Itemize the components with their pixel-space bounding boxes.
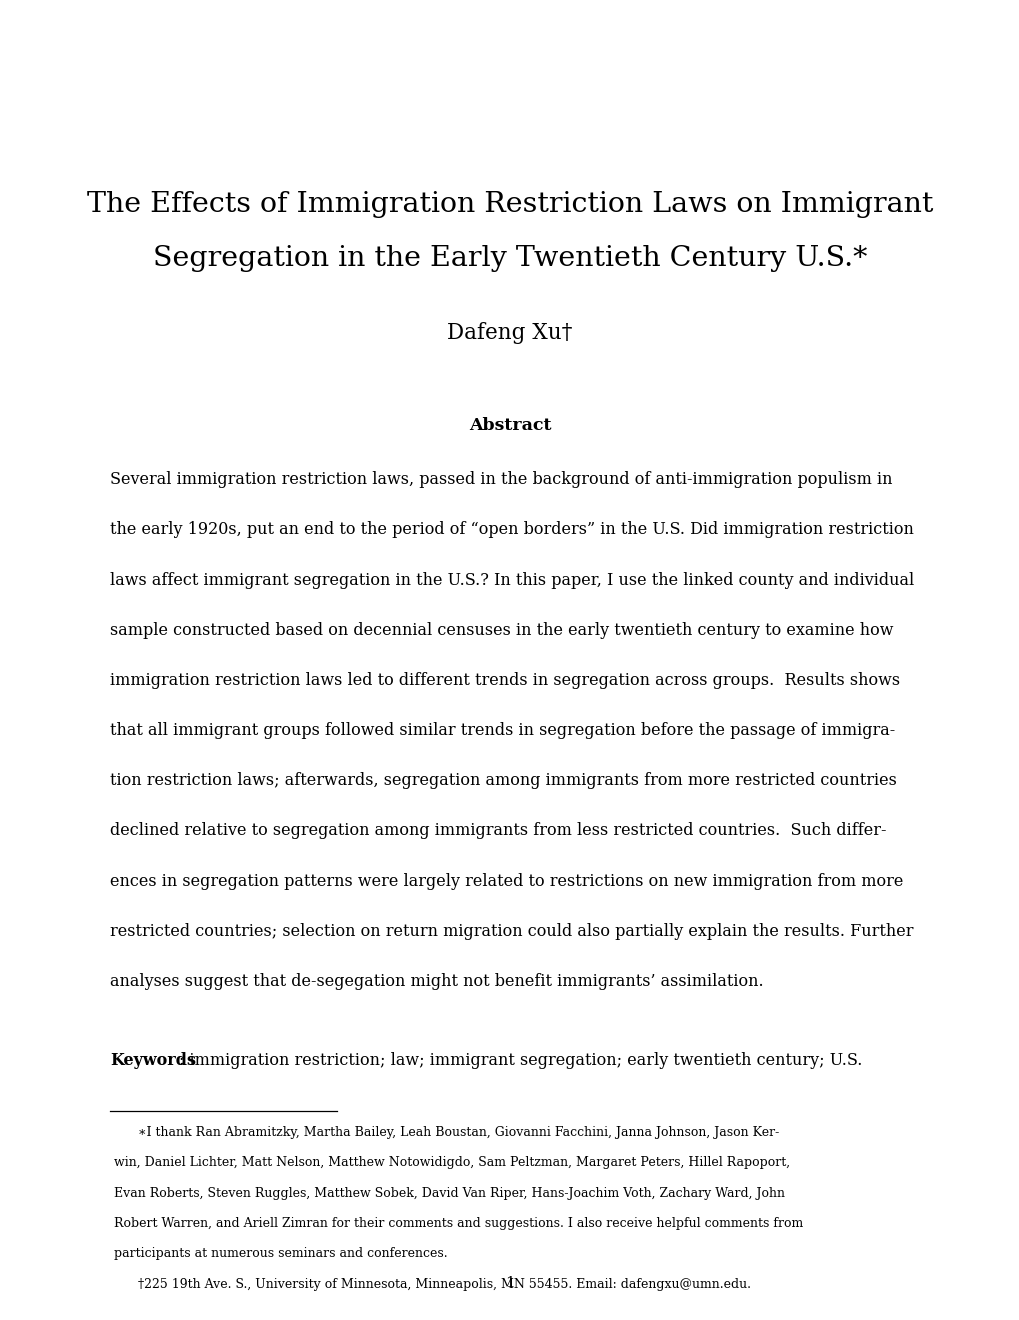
Text: restricted countries; selection on return migration could also partially explain: restricted countries; selection on retur… (110, 923, 913, 940)
Text: analyses suggest that de-segegation might not benefit immigrants’ assimilation.: analyses suggest that de-segegation migh… (110, 973, 763, 990)
Text: declined relative to segregation among immigrants from less restricted countries: declined relative to segregation among i… (110, 822, 886, 840)
Text: that all immigrant groups followed similar trends in segregation before the pass: that all immigrant groups followed simil… (110, 722, 895, 739)
Text: †225 19th Ave. S., University of Minnesota, Minneapolis, MN 55455. Email: dafeng: †225 19th Ave. S., University of Minneso… (138, 1278, 750, 1291)
Text: ∗I thank Ran Abramitzky, Martha Bailey, Leah Boustan, Giovanni Facchini, Janna J: ∗I thank Ran Abramitzky, Martha Bailey, … (138, 1126, 779, 1139)
Text: immigration restriction laws led to different trends in segregation across group: immigration restriction laws led to diff… (110, 672, 899, 689)
Text: Robert Warren, and Ariell Zimran for their comments and suggestions. I also rece: Robert Warren, and Ariell Zimran for the… (114, 1217, 803, 1230)
Text: The Effects of Immigration Restriction Laws on Immigrant: The Effects of Immigration Restriction L… (87, 191, 932, 218)
Text: Several immigration restriction laws, passed in the background of anti-immigrati: Several immigration restriction laws, pa… (110, 471, 892, 488)
Text: the early 1920s, put an end to the period of “open borders” in the U.S. Did immi: the early 1920s, put an end to the perio… (110, 521, 913, 539)
Text: ences in segregation patterns were largely related to restrictions on new immigr: ences in segregation patterns were large… (110, 873, 903, 890)
Text: tion restriction laws; afterwards, segregation among immigrants from more restri: tion restriction laws; afterwards, segre… (110, 772, 896, 789)
Text: win, Daniel Lichter, Matt Nelson, Matthew Notowidigdo, Sam Peltzman, Margaret Pe: win, Daniel Lichter, Matt Nelson, Matthe… (114, 1156, 790, 1170)
Text: laws affect immigrant segregation in the U.S.? In this paper, I use the linked c: laws affect immigrant segregation in the… (110, 572, 913, 589)
Text: Dafeng Xu†: Dafeng Xu† (447, 322, 572, 343)
Text: Abstract: Abstract (469, 417, 550, 433)
Text: participants at numerous seminars and conferences.: participants at numerous seminars and co… (114, 1247, 447, 1261)
Text: Evan Roberts, Steven Ruggles, Matthew Sobek, David Van Riper, Hans-Joachim Voth,: Evan Roberts, Steven Ruggles, Matthew So… (114, 1187, 785, 1200)
Text: Keywords: Keywords (110, 1052, 196, 1069)
Text: : immigration restriction; law; immigrant segregation; early twentieth century; : : immigration restriction; law; immigran… (179, 1052, 862, 1069)
Text: 1: 1 (504, 1276, 515, 1290)
Text: Segregation in the Early Twentieth Century U.S.*: Segregation in the Early Twentieth Centu… (153, 246, 866, 272)
Text: sample constructed based on decennial censuses in the early twentieth century to: sample constructed based on decennial ce… (110, 622, 893, 639)
